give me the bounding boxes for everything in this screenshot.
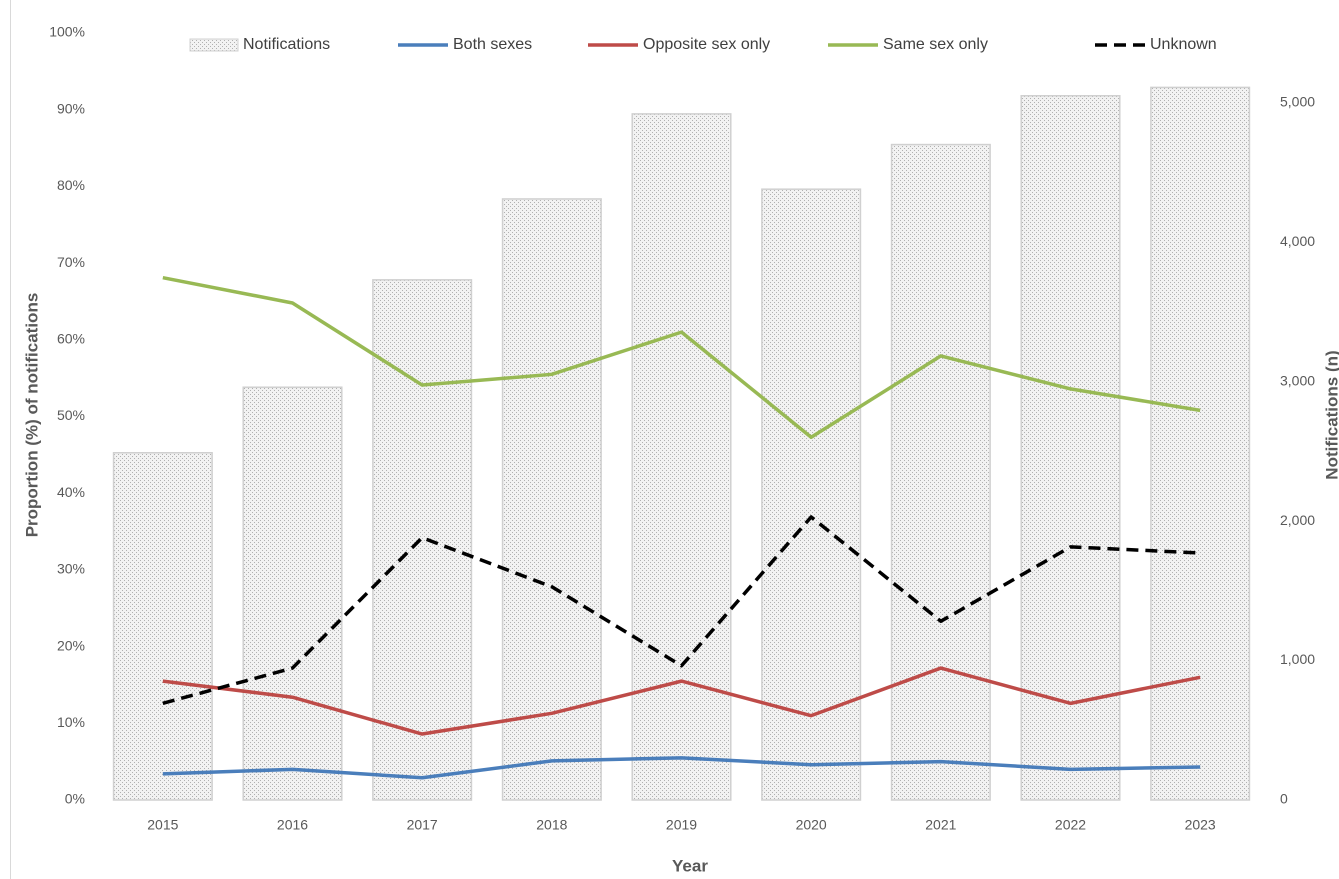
y2-tick-label: 0 [1280,791,1288,807]
x-tick-label: 2020 [796,817,827,833]
bar [372,279,473,801]
legend-label: Notifications [243,36,330,53]
y-tick-label: 0% [65,791,85,807]
x-tick-label: 2016 [277,817,308,833]
y-tick-label: 100% [49,24,85,40]
y2-tick-label: 2,000 [1280,512,1315,528]
y-tick-label: 10% [57,714,85,730]
y2-axis-title: Notifications (n) [1322,350,1339,479]
legend-swatch [189,38,239,52]
legend-label: Same sex only [883,36,988,53]
line-series [162,515,1201,706]
legend-label: Unknown [1150,36,1217,53]
y-tick-label: 50% [57,407,85,423]
bar [242,386,343,801]
legend-label: Opposite sex only [643,36,770,53]
y-tick-label: 90% [57,100,85,116]
bar [1020,95,1121,801]
x-tick-label: 2019 [666,817,697,833]
y2-tick-label: 1,000 [1280,651,1315,667]
y-tick-label: 80% [57,177,85,193]
bar [631,113,732,801]
line-series [162,275,1201,439]
bar [1150,86,1251,801]
line-series [162,756,1201,780]
y-axis-title: Proportion (%) of notifications [22,293,41,538]
y-tick-label: 20% [57,637,85,653]
bar [890,143,991,801]
chart-border [10,0,11,879]
x-tick-label: 2023 [1185,817,1216,833]
y2-tick-label: 5,000 [1280,93,1315,109]
x-axis-title: Year [672,856,708,875]
y-tick-label: 40% [57,484,85,500]
x-tick-label: 2022 [1055,817,1086,833]
y-tick-label: 70% [57,254,85,270]
x-tick-label: 2021 [925,817,956,833]
x-tick-label: 2018 [536,817,567,833]
x-tick-label: 2015 [147,817,178,833]
bar [761,188,862,801]
x-tick-label: 2017 [407,817,438,833]
y2-tick-label: 4,000 [1280,233,1315,249]
bar [112,452,213,801]
y2-tick-label: 3,000 [1280,372,1315,388]
y-tick-label: 30% [57,561,85,577]
bar [501,198,602,801]
y-tick-label: 60% [57,331,85,347]
line-series [162,666,1201,736]
legend-label: Both sexes [453,36,532,53]
